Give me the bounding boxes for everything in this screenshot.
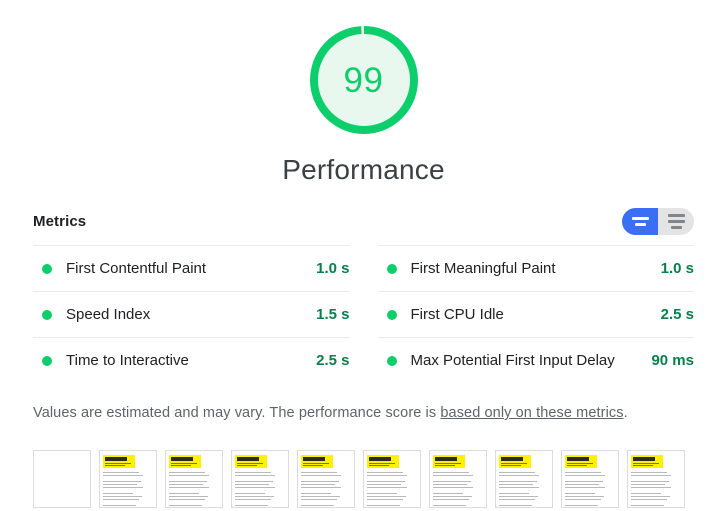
filmstrip-thumbnail[interactable]	[297, 450, 355, 508]
status-pass-icon	[386, 263, 397, 274]
thumbnail-body	[433, 472, 483, 506]
thumbnail-content	[562, 451, 618, 507]
thumbnail-header-block	[433, 455, 465, 468]
metrics-scoring-link[interactable]: based only on these metrics	[440, 405, 624, 421]
metrics-column-left: First Contentful Paint 1.0 s Speed Index…	[33, 245, 350, 383]
metric-value: 2.5 s	[660, 306, 694, 323]
thumbnail-body	[565, 472, 615, 506]
metric-value: 2.5 s	[316, 352, 350, 369]
thumbnail-logo-bar	[303, 457, 325, 461]
metric-name: Speed Index	[66, 306, 151, 323]
thumbnail-content	[298, 451, 354, 507]
metric-value: 90 ms	[651, 352, 694, 369]
filmstrip-thumbnail[interactable]	[165, 450, 223, 508]
filmstrip-thumbnail[interactable]	[99, 450, 157, 508]
metric-name: First Meaningful Paint	[410, 260, 556, 277]
toggle-simple-view-button[interactable]	[622, 208, 658, 235]
thumbnail-body	[367, 472, 417, 506]
thumbnail-header-block	[169, 455, 201, 468]
thumbnail-content	[496, 451, 552, 507]
metrics-panel: Metrics First Contentful Paint 1.0	[33, 208, 694, 383]
metric-row[interactable]: First CPU Idle 2.5 s	[377, 291, 694, 337]
metric-row[interactable]: First Meaningful Paint 1.0 s	[377, 245, 694, 291]
metric-value: 1.0 s	[660, 260, 694, 277]
thumbnail-logo-bar	[369, 457, 391, 461]
simple-view-icon-bar-2	[634, 223, 646, 226]
filmstrip-thumbnail[interactable]	[561, 450, 619, 508]
thumbnail-content	[364, 451, 420, 507]
metric-row[interactable]: Max Potential First Input Delay 90 ms	[377, 337, 694, 383]
thumbnail-logo-bar	[435, 457, 457, 461]
page-title: Performance	[282, 154, 445, 185]
thumbnail-header-block	[499, 455, 531, 468]
metric-row[interactable]: Speed Index 1.5 s	[33, 291, 350, 337]
metric-name: First CPU Idle	[410, 306, 504, 323]
filmstrip-thumbnail[interactable]	[627, 450, 685, 508]
thumbnail-content	[100, 451, 156, 507]
metrics-disclaimer: Values are estimated and may vary. The p…	[33, 405, 694, 421]
status-pass-icon	[386, 355, 397, 366]
metric-value: 1.5 s	[316, 306, 350, 323]
metric-name: Time to Interactive	[66, 352, 189, 369]
thumbnail-logo-bar	[171, 457, 193, 461]
status-pass-icon	[386, 309, 397, 320]
thumbnail-header-block	[235, 455, 267, 468]
thumbnail-content	[166, 451, 222, 507]
detail-view-icon-bar-2	[667, 220, 685, 223]
detail-view-icon-bar-3	[670, 226, 682, 229]
thumbnail-body	[103, 472, 153, 506]
filmstrip-thumbnail[interactable]	[363, 450, 421, 508]
status-pass-icon	[42, 355, 52, 366]
filmstrip-thumbnail[interactable]	[495, 450, 553, 508]
thumbnail-logo-bar	[567, 457, 589, 461]
disclaimer-suffix: .	[623, 405, 628, 421]
thumbnail-logo-bar	[237, 457, 259, 461]
metric-row[interactable]: First Contentful Paint 1.0 s	[33, 245, 350, 291]
thumbnail-header-block	[631, 455, 663, 468]
thumbnail-text-line	[105, 465, 125, 466]
thumbnail-body	[499, 472, 549, 506]
thumbnail-header-block	[103, 455, 135, 468]
status-pass-icon	[42, 263, 52, 274]
performance-score-gauge[interactable]: 99	[306, 22, 422, 138]
thumbnail-content	[628, 451, 684, 507]
metrics-header: Metrics	[33, 208, 694, 245]
screenshot-filmstrip	[33, 450, 694, 508]
thumbnail-content	[430, 451, 486, 507]
gauge-ring-svg	[309, 26, 418, 134]
metrics-column-right: First Meaningful Paint 1.0 s First CPU I…	[377, 245, 694, 383]
thumbnail-text-line	[105, 463, 131, 464]
thumbnail-header-block	[565, 455, 597, 468]
filmstrip-thumbnail[interactable]	[231, 450, 289, 508]
thumbnail-content	[232, 451, 288, 507]
detail-view-icon-bar-1	[667, 214, 685, 217]
metric-value: 1.0 s	[316, 260, 350, 277]
metric-name: Max Potential First Input Delay	[410, 352, 615, 369]
thumbnail-body	[631, 472, 681, 506]
thumbnail-logo-bar	[501, 457, 523, 461]
status-pass-icon	[42, 309, 52, 320]
toggle-detail-view-button[interactable]	[658, 208, 694, 235]
thumbnail-logo-bar	[105, 457, 127, 461]
performance-score-value: 99	[343, 60, 384, 100]
filmstrip-thumbnail[interactable]	[429, 450, 487, 508]
filmstrip-thumbnail[interactable]	[33, 450, 91, 508]
metrics-title: Metrics	[33, 213, 87, 230]
simple-view-icon-bar-1	[631, 217, 649, 220]
performance-score-section: 99 Performance	[0, 0, 727, 186]
metric-row[interactable]: Time to Interactive 2.5 s	[33, 337, 350, 383]
thumbnail-logo-bar	[633, 457, 655, 461]
thumbnail-body	[169, 472, 219, 506]
thumbnail-header-block	[367, 455, 399, 468]
thumbnail-body	[235, 472, 285, 506]
thumbnail-header-block	[301, 455, 333, 468]
thumbnail-body	[301, 472, 351, 506]
metrics-columns: First Contentful Paint 1.0 s Speed Index…	[33, 245, 694, 383]
metrics-view-toggle[interactable]	[622, 208, 694, 235]
metric-name: First Contentful Paint	[66, 260, 207, 277]
disclaimer-text: Values are estimated and may vary. The p…	[33, 405, 441, 421]
